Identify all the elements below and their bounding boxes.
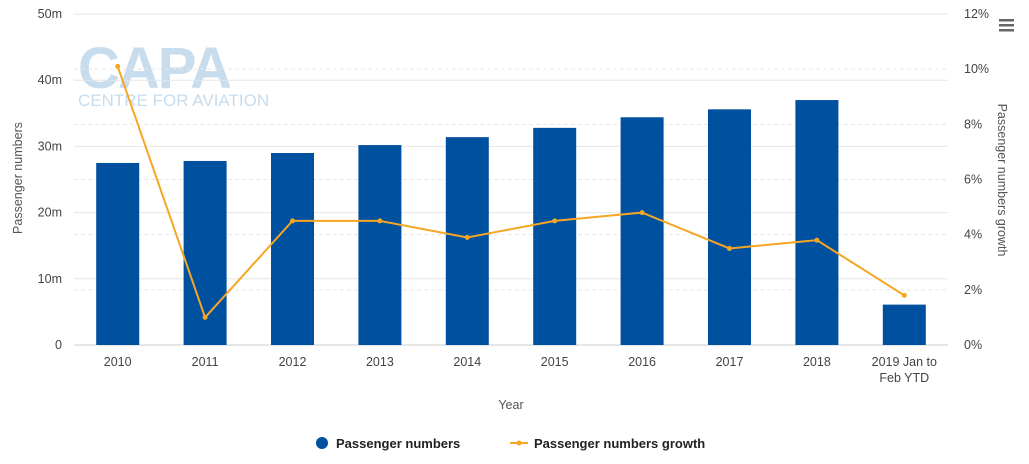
x-axis-tick-label: 2014 <box>453 355 481 369</box>
growth-point[interactable] <box>901 292 907 298</box>
x-axis-tick-label: 2010 <box>104 355 132 369</box>
left-axis-tick-label: 30m <box>38 139 62 153</box>
bar-passenger-numbers[interactable] <box>358 145 402 345</box>
legend-item-passenger-numbers-growth[interactable]: Passenger numbers growth <box>510 436 705 451</box>
bar-passenger-numbers[interactable] <box>183 160 227 345</box>
bar-passenger-numbers[interactable] <box>620 117 664 345</box>
growth-line <box>116 66 905 320</box>
legend-label-passenger-numbers-growth: Passenger numbers growth <box>534 436 705 451</box>
growth-point[interactable] <box>464 234 470 240</box>
left-axis-tick-label: 50m <box>38 7 62 21</box>
right-axis-tick-label: 10% <box>964 62 989 76</box>
x-axis-tick-label: 2012 <box>279 355 307 369</box>
bar-passenger-numbers[interactable] <box>271 153 314 345</box>
x-axis-tick-label: 2011 <box>192 355 219 369</box>
bar-passenger-numbers[interactable] <box>882 304 926 345</box>
capa-watermark-logo: CAPA CENTRE FOR AVIATION <box>78 36 269 110</box>
growth-point[interactable] <box>814 237 820 243</box>
bar-passenger-numbers[interactable] <box>533 127 577 345</box>
x-axis-tick-label: 2016 <box>628 355 656 369</box>
left-axis-ticks: 0 10m 20m 30m 40m 50m <box>38 7 62 352</box>
growth-point[interactable] <box>115 63 121 69</box>
right-axis-tick-label: 8% <box>964 117 982 131</box>
bar-passenger-numbers[interactable] <box>708 109 751 345</box>
growth-point[interactable] <box>202 314 208 320</box>
x-axis-tick-label: 2019 Jan to Feb YTD <box>872 355 937 385</box>
growth-point[interactable] <box>377 218 383 224</box>
x-axis-tick-label: 2015 <box>541 355 569 369</box>
growth-point[interactable] <box>290 218 295 224</box>
bar-passenger-numbers[interactable] <box>795 100 839 345</box>
legend-bar-marker <box>316 437 328 449</box>
bar-series <box>96 100 926 345</box>
growth-point[interactable] <box>727 245 732 251</box>
legend-label-passenger-numbers: Passenger numbers <box>336 436 460 451</box>
left-axis-tick-label: 0 <box>55 338 62 352</box>
watermark-logo-text: CAPA <box>78 36 231 101</box>
watermark-tagline: CENTRE FOR AVIATION <box>78 91 269 110</box>
hamburger-menu-icon[interactable] <box>995 14 1017 36</box>
legend-line-dot <box>516 440 522 446</box>
legend: Passenger numbers Passenger numbers grow… <box>316 436 705 451</box>
left-axis-tick-label: 40m <box>38 73 62 87</box>
left-axis-tick-label: 20m <box>38 206 62 220</box>
growth-point[interactable] <box>552 218 558 224</box>
x-axis-tick-label: 2017 <box>716 355 744 369</box>
right-axis-tick-label: 4% <box>964 228 982 242</box>
left-axis-tick-label: 10m <box>38 272 62 286</box>
x-axis-tick-label: 2018 <box>803 355 831 369</box>
right-axis-tick-label: 2% <box>964 283 982 297</box>
growth-point[interactable] <box>639 210 645 216</box>
right-axis-tick-label: 12% <box>964 7 989 21</box>
x-axis-tick-label: 2013 <box>366 355 394 369</box>
bar-passenger-numbers[interactable] <box>445 137 489 345</box>
right-axis-tick-label: 6% <box>964 173 982 187</box>
right-axis-title: Passenger numbers growth <box>995 104 1009 257</box>
right-axis-tick-label: 0% <box>964 338 982 352</box>
x-axis-title: Year <box>498 398 523 412</box>
right-axis-ticks: 0% 2% 4% 6% 8% 10% 12% <box>964 7 989 352</box>
x-axis-ticks: 2010 2011 2012 2013 2014 2015 2016 2017 2018 2019… <box>104 355 937 385</box>
left-axis-title: Passenger numbers <box>11 122 25 234</box>
bar-passenger-numbers[interactable] <box>96 162 140 345</box>
legend-item-passenger-numbers[interactable]: Passenger numbers <box>316 436 460 451</box>
line-series <box>115 63 907 320</box>
